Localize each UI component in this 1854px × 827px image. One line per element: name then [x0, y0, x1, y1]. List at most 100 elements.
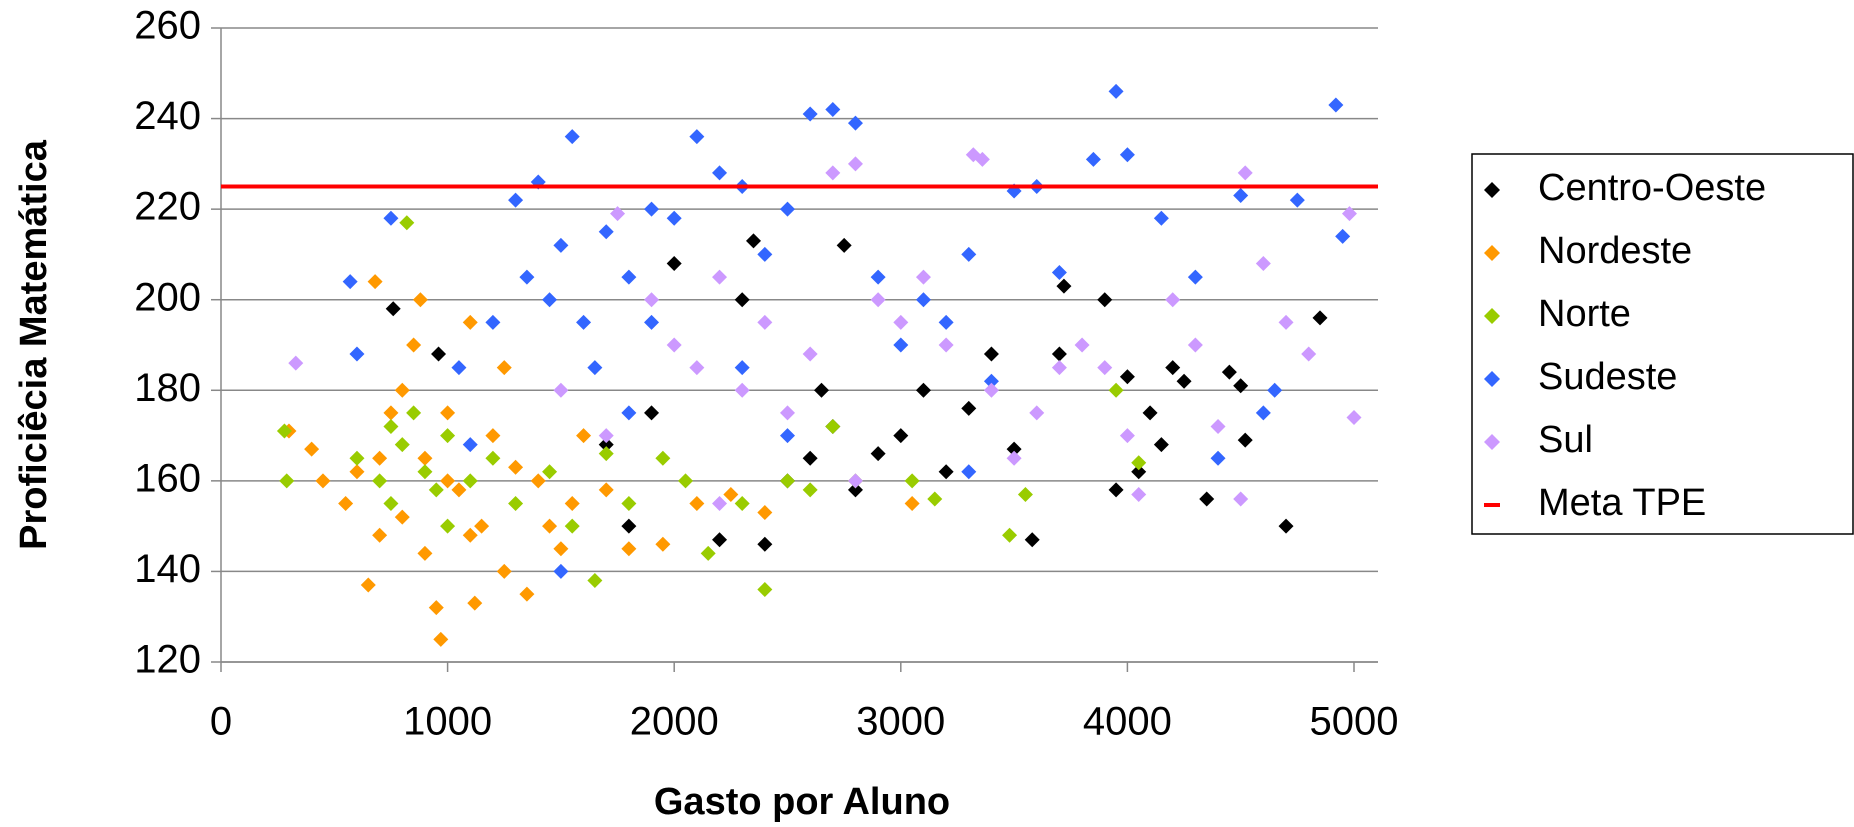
x-tick-label: 3000	[856, 700, 945, 744]
point	[1131, 455, 1147, 471]
point	[553, 541, 569, 557]
point	[757, 582, 773, 598]
point	[553, 382, 569, 398]
point	[734, 496, 750, 511]
legend-label: Nordeste	[1538, 230, 1692, 272]
point	[1335, 228, 1351, 244]
point	[825, 102, 841, 118]
point	[1301, 346, 1317, 362]
point	[666, 337, 682, 353]
y-tick-label: 140	[134, 547, 201, 591]
point	[519, 586, 535, 602]
point	[394, 382, 410, 398]
y-tick-label: 240	[134, 94, 201, 138]
point	[1051, 346, 1067, 362]
point	[542, 292, 558, 308]
point	[394, 437, 410, 453]
point	[825, 165, 841, 181]
point	[564, 496, 580, 511]
point	[813, 382, 829, 398]
point	[757, 505, 773, 521]
point	[1097, 360, 1113, 376]
point	[712, 165, 728, 181]
point	[870, 292, 886, 308]
point	[644, 314, 660, 330]
point	[1176, 373, 1192, 389]
legend-marker	[1484, 371, 1500, 387]
point	[847, 156, 863, 172]
point	[1006, 450, 1022, 466]
point	[938, 314, 954, 330]
point	[1221, 364, 1237, 380]
point	[712, 532, 728, 548]
point	[399, 215, 415, 231]
point	[1024, 532, 1040, 548]
point	[372, 450, 388, 466]
point	[1119, 428, 1135, 444]
y-tick-label: 160	[134, 456, 201, 500]
point	[927, 491, 943, 507]
point	[802, 450, 818, 466]
point	[961, 246, 977, 262]
legend-marker	[1484, 182, 1500, 198]
point	[666, 210, 682, 226]
point	[360, 577, 376, 593]
point	[746, 233, 762, 249]
point	[983, 346, 999, 362]
point	[893, 428, 909, 444]
point	[553, 563, 569, 579]
point	[428, 482, 444, 498]
legend-marker	[1484, 308, 1500, 324]
point	[678, 473, 694, 489]
point	[836, 237, 852, 253]
point	[689, 360, 705, 376]
point	[689, 496, 705, 511]
point	[870, 269, 886, 285]
x-axis-title: Gasto por Aluno	[654, 781, 950, 823]
point	[288, 355, 304, 371]
point	[342, 274, 358, 290]
x-tick-label: 4000	[1083, 700, 1172, 744]
point	[1165, 360, 1181, 376]
point	[383, 210, 399, 226]
point	[1017, 486, 1033, 502]
point	[1346, 409, 1362, 425]
point	[1131, 464, 1147, 480]
point	[847, 115, 863, 131]
point	[1237, 432, 1253, 448]
point	[462, 437, 478, 453]
point	[451, 360, 467, 376]
point	[1233, 491, 1249, 507]
point	[1278, 314, 1294, 330]
point	[1108, 83, 1124, 99]
point	[655, 450, 671, 466]
point	[383, 496, 399, 511]
point	[1029, 405, 1045, 421]
point	[428, 600, 444, 616]
point	[893, 337, 909, 353]
x-tick-label: 5000	[1310, 700, 1399, 744]
point	[712, 496, 728, 511]
point	[383, 419, 399, 435]
point	[576, 314, 592, 330]
point	[780, 405, 795, 421]
point	[508, 459, 524, 475]
point	[372, 473, 388, 489]
point	[542, 464, 558, 480]
point	[451, 482, 467, 498]
point	[938, 464, 954, 480]
point	[961, 400, 977, 416]
point	[1108, 482, 1124, 498]
point	[904, 496, 920, 511]
point	[508, 496, 524, 511]
point	[1187, 269, 1203, 285]
point	[1142, 405, 1158, 421]
point	[621, 541, 637, 557]
point	[412, 292, 428, 308]
point	[1233, 378, 1249, 394]
point	[1187, 337, 1203, 353]
point	[780, 473, 795, 489]
point	[338, 496, 354, 511]
point	[349, 450, 365, 466]
